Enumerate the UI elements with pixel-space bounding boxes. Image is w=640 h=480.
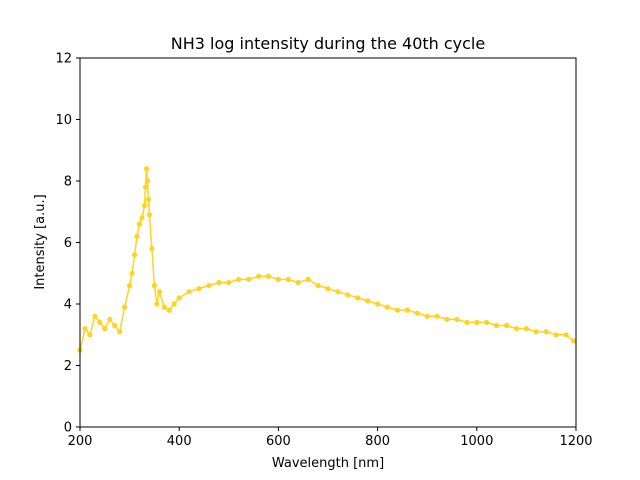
- data-point: [176, 295, 182, 301]
- data-point: [102, 326, 108, 332]
- data-point: [132, 252, 138, 258]
- data-point: [117, 329, 123, 335]
- data-point: [275, 276, 281, 282]
- y-tick-label: 12: [55, 52, 72, 67]
- data-point: [305, 276, 311, 282]
- data-point: [149, 246, 155, 252]
- data-point: [414, 310, 420, 316]
- data-point: [166, 307, 172, 313]
- data-point: [129, 270, 135, 276]
- y-tick-label: 10: [55, 113, 72, 128]
- data-point: [112, 322, 118, 329]
- data-point: [355, 295, 361, 301]
- data-point: [145, 196, 151, 202]
- data-point: [394, 307, 400, 313]
- y-tick-label: 2: [64, 359, 72, 374]
- data-point: [444, 316, 450, 322]
- data-point: [206, 283, 212, 289]
- data-point: [236, 276, 242, 282]
- data-point: [97, 319, 103, 325]
- data-point: [484, 319, 490, 325]
- axes: 200 400 600 800 1000 1200 0 2 4 6 8 10 12: [55, 52, 592, 450]
- data-point: [82, 326, 88, 332]
- data-point: [186, 289, 192, 295]
- data-point: [92, 313, 98, 319]
- x-tick-label: 1000: [460, 434, 493, 449]
- data-point: [146, 212, 152, 218]
- y-tick-label: 4: [64, 298, 72, 313]
- data-point: [523, 326, 530, 332]
- data-point: [226, 279, 232, 286]
- data-point: [216, 279, 222, 286]
- y-axis-title: Intensity [a.u.]: [33, 194, 48, 289]
- data-point: [134, 233, 140, 239]
- data-point: [246, 276, 252, 282]
- data-point: [256, 273, 262, 279]
- data-point: [365, 298, 371, 304]
- data-point: [143, 166, 150, 172]
- plot-series: [77, 166, 577, 353]
- data-point: [434, 313, 440, 319]
- data-point: [196, 286, 202, 292]
- data-point: [156, 289, 162, 295]
- data-point: [87, 332, 93, 338]
- data-point: [464, 319, 470, 325]
- x-axis-title: Wavelength [nm]: [272, 456, 384, 471]
- data-point: [285, 276, 291, 282]
- chart-title: NH3 log intensity during the 40th cycle: [171, 34, 485, 53]
- data-point: [335, 289, 341, 295]
- data-point: [154, 301, 160, 307]
- data-point: [375, 301, 381, 307]
- data-point: [139, 215, 145, 221]
- data-point: [570, 338, 577, 344]
- data-point: [151, 283, 157, 289]
- data-point: [563, 332, 569, 338]
- data-point: [404, 307, 410, 313]
- data-point: [504, 322, 510, 329]
- data-point: [553, 332, 559, 338]
- data-point: [513, 326, 520, 332]
- data-point: [533, 329, 539, 335]
- y-tick-label: 6: [64, 236, 72, 251]
- data-point: [454, 316, 460, 322]
- data-point: [122, 304, 128, 310]
- y-tick-label: 0: [64, 421, 72, 436]
- data-point: [265, 273, 272, 279]
- data-point: [295, 279, 301, 286]
- data-point: [127, 283, 133, 289]
- data-point: [142, 184, 149, 190]
- data-point: [345, 292, 351, 298]
- x-tick-label: 600: [266, 434, 291, 449]
- x-tick-label: 800: [365, 434, 390, 449]
- y-tick-label: 8: [64, 175, 72, 190]
- data-point: [161, 304, 167, 310]
- series-line: [79, 167, 574, 351]
- data-point: [315, 283, 321, 289]
- data-point: [171, 301, 177, 307]
- x-tick-label: 400: [167, 434, 192, 449]
- data-point: [144, 178, 151, 184]
- data-point: [136, 221, 143, 227]
- x-tick-label: 200: [68, 434, 93, 449]
- data-point: [384, 304, 391, 310]
- data-point: [424, 313, 430, 319]
- data-point: [141, 203, 148, 209]
- data-point: [543, 329, 549, 335]
- data-point: [494, 322, 500, 329]
- x-tick-label: 1200: [559, 434, 592, 449]
- data-point: [107, 316, 113, 322]
- data-point: [325, 286, 331, 292]
- data-point: [474, 319, 480, 325]
